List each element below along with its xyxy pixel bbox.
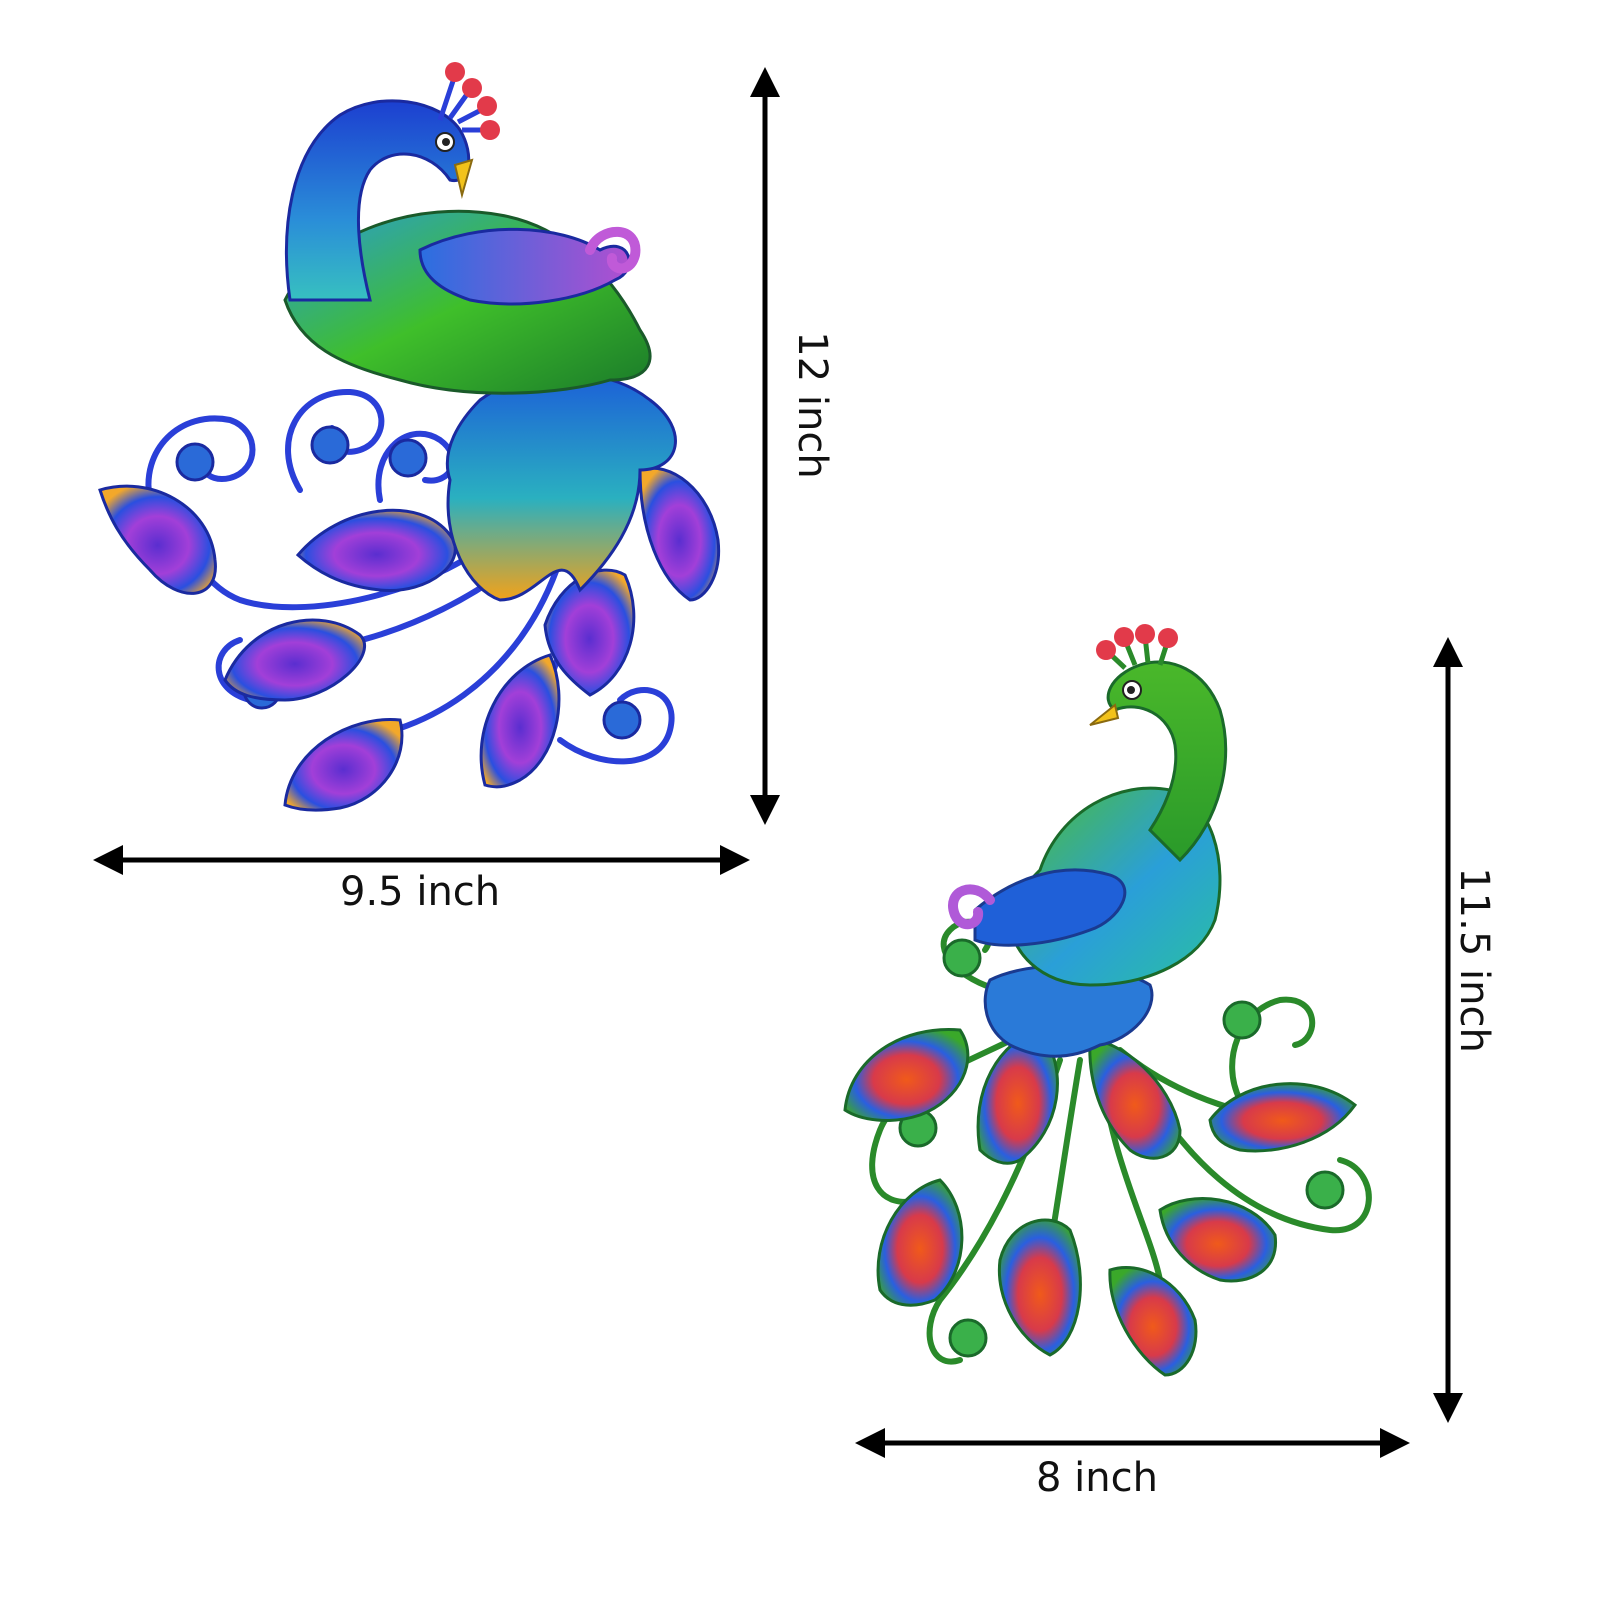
blue-peacock-crest [437,62,500,140]
blue-peacock [98,62,721,812]
green-peacock-curl [948,884,995,930]
green-peacock-feathers [843,1028,1358,1377]
width-label-green: 8 inch [1036,1455,1158,1501]
green-peacock-beak [1089,703,1120,726]
blue-peacock-feathers [98,466,721,812]
blue-peacock-beak [453,158,474,199]
blue-peacock-beads [175,425,642,740]
blue-peacock-neck [285,99,471,302]
green-peacock-wing [973,868,1127,947]
blue-peacock-tail [445,372,677,602]
green-peacock-crest [1096,624,1178,670]
height-label-green: 11.5 inch [1451,867,1497,1053]
blue-peacock-wing [418,227,631,306]
blue-peacock-curl [585,226,641,274]
height-label-blue: 12 inch [789,331,835,479]
dimension-arrows [93,67,1463,1458]
green-peacock-neck [1106,660,1228,863]
green-peacock [843,624,1372,1377]
width-label-blue: 9.5 inch [340,869,501,915]
